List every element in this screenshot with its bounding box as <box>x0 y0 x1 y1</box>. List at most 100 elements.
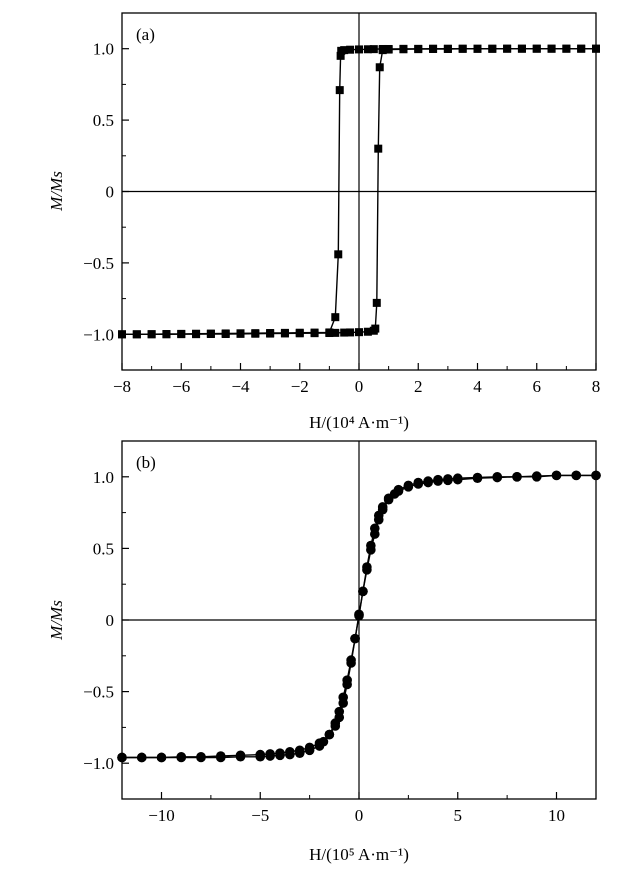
panel-b-data-point <box>373 510 384 521</box>
panel-b-chart: −10 −5 0 5 10 −1.0 −0.5 0 0.5 1.0 (b) H/(10⁵ A·m⁻… <box>47 440 601 864</box>
panel-a-x-tick-label: 6 <box>533 377 542 396</box>
panel-a-data-point <box>458 44 467 53</box>
panel-b-y-tick-label: 0 <box>106 611 115 630</box>
panel-a-chart: −8 −6 −4 −2 0 2 4 6 8 −1.0 −0.5 0 0.5 1.0 (a) H/(10⁴ … <box>47 12 601 432</box>
panel-b-data-point <box>362 562 372 572</box>
panel-a-x-tick-label: 8 <box>592 377 601 396</box>
panel-a-data-point <box>577 44 586 53</box>
panel-a-x-tick-label: 4 <box>473 377 482 396</box>
panel-b-x-tick-label: 10 <box>548 806 565 825</box>
panel-a-label: (a) <box>136 25 155 44</box>
panel-a-data-point <box>414 45 423 54</box>
panel-b-data-point <box>117 752 127 763</box>
panel-a-data-point <box>346 328 355 337</box>
panel-a-data-point <box>372 298 381 307</box>
panel-b-data-point <box>423 476 433 486</box>
panel-b-data-point <box>285 749 295 760</box>
panel-b-x-tick-label: −10 <box>148 806 175 825</box>
panel-b-data-point <box>551 470 562 481</box>
panel-a-data-point <box>177 330 186 339</box>
panel-a-data-point <box>374 144 383 153</box>
panel-b-data-point <box>324 729 335 740</box>
panel-b-data-point <box>383 493 394 504</box>
panel-a-data-point <box>335 86 344 95</box>
panel-a-data-point <box>331 313 340 322</box>
panel-a-data-point <box>236 329 245 338</box>
panel-a-data-point <box>331 328 340 337</box>
panel-a-data-point <box>562 44 571 53</box>
panel-a-data-point <box>473 44 482 53</box>
panel-a-data-point <box>355 328 363 337</box>
panel-a-data-point <box>363 45 372 54</box>
panel-a-x-tick-label: −6 <box>172 377 190 396</box>
panel-b-x-tick-label: 0 <box>355 806 364 825</box>
panel-b-data-point <box>304 745 315 756</box>
panel-b-data-point <box>413 477 424 488</box>
panel-b-data-point <box>403 480 414 491</box>
panel-a-data-point <box>340 46 349 55</box>
panel-a-y-tick-label: 1.0 <box>93 40 114 59</box>
panel-b-data-point <box>571 470 582 481</box>
panel-a-data-point <box>517 44 526 53</box>
panel-b-data-point <box>358 586 368 597</box>
panel-a-data-point <box>340 328 349 337</box>
panel-a-x-tick-label: −4 <box>231 377 250 396</box>
panel-b-data-point <box>472 472 483 483</box>
panel-a-y-tick-label: −1.0 <box>83 325 114 344</box>
panel-b-data-point <box>294 748 305 758</box>
panel-a-data-point <box>266 329 275 338</box>
panel-b-data-point <box>334 706 345 717</box>
panel-a-data-point <box>325 329 334 338</box>
panel-b-data-point <box>393 484 404 495</box>
panel-b-data-point <box>350 633 360 644</box>
panel-b-data-point <box>235 751 246 762</box>
panel-b-label: (b) <box>136 453 156 472</box>
panel-a-data-point <box>592 44 600 53</box>
panel-a-data-point <box>503 44 512 53</box>
panel-b-data-point <box>215 752 226 763</box>
panel-a-zero-lines <box>122 13 596 370</box>
panel-a-x-axis-title: H/(10⁴ A·m⁻¹) <box>309 413 409 432</box>
panel-a-x-tick-label: 0 <box>355 377 364 396</box>
panel-b-y-tick-label: 1.0 <box>93 468 114 487</box>
panel-a-data-point <box>532 44 541 53</box>
panel-a-data-point <box>429 44 438 53</box>
panel-b-data-point <box>196 752 206 763</box>
panel-a-data-point <box>147 330 156 339</box>
panel-b-data-point <box>255 751 266 762</box>
panel-b-data-point <box>512 472 522 482</box>
panel-b-x-tick-label: 5 <box>454 806 463 825</box>
panel-a-data-point <box>375 63 384 72</box>
panel-a-data-point <box>547 44 556 53</box>
panel-a-data-point <box>363 327 372 336</box>
panel-b-series <box>117 470 601 763</box>
panel-b-data-point <box>314 741 325 751</box>
panel-b-y-axis-title: M/Ms <box>47 600 66 641</box>
panel-a-data-point <box>355 45 363 54</box>
panel-b-data-point <box>342 675 352 685</box>
panel-b-data-point <box>591 470 601 481</box>
panel-b-data-point <box>531 471 542 481</box>
panel-b-y-tick-label: −0.5 <box>83 683 114 702</box>
panel-a-data-point <box>221 330 230 339</box>
panel-b-data-point <box>377 502 388 512</box>
panel-b-data-point <box>443 474 453 484</box>
panel-b-ticks: −10 −5 0 5 10 −1.0 −0.5 0 0.5 1.0 <box>83 468 565 825</box>
panel-a-data-point <box>206 330 215 339</box>
panel-b-x-axis-title: H/(10⁵ A·m⁻¹) <box>309 845 409 864</box>
panel-a-data-point <box>118 330 126 339</box>
panel-b-data-point <box>136 752 147 763</box>
panel-a-data-point <box>378 46 387 55</box>
panel-b-data-point <box>176 752 187 763</box>
panel-a-data-point <box>334 250 343 259</box>
panel-a-data-point <box>369 326 378 335</box>
panel-a-x-tick-label: 2 <box>414 377 423 396</box>
panel-b-data-point <box>354 609 364 620</box>
panel-a-data-point <box>192 330 201 339</box>
panel-b-data-point <box>452 473 463 484</box>
panel-a-data-point <box>251 329 260 338</box>
panel-a-x-tick-label: −8 <box>113 377 131 396</box>
panel-a-x-tick-label: −2 <box>291 377 309 396</box>
panel-b-data-point <box>275 750 285 761</box>
panel-b-data-point <box>330 718 341 728</box>
